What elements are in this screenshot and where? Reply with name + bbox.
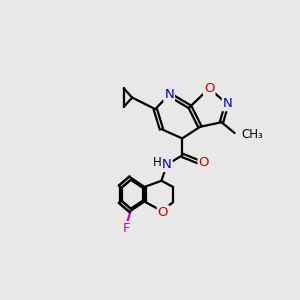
Text: F: F: [123, 222, 130, 235]
Text: N: N: [162, 158, 172, 171]
Text: O: O: [158, 206, 168, 219]
Text: O: O: [204, 82, 214, 95]
Text: O: O: [199, 156, 209, 169]
Text: N: N: [164, 88, 174, 101]
Text: N: N: [223, 97, 232, 110]
Text: H: H: [152, 156, 161, 169]
Text: CH₃: CH₃: [242, 128, 263, 141]
